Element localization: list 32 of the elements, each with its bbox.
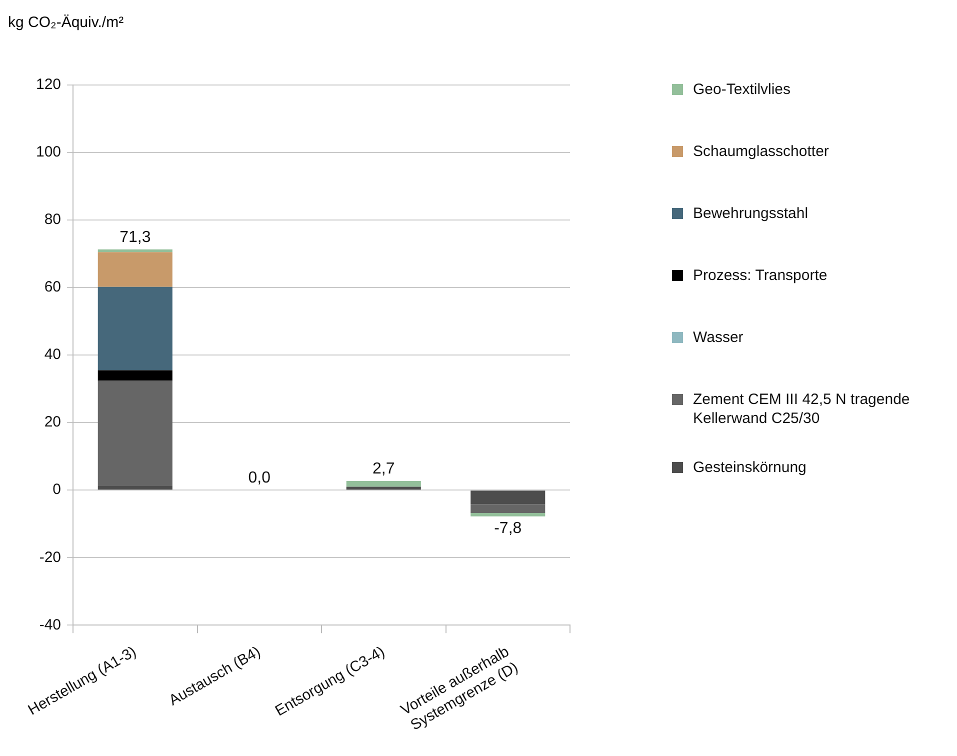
bar (98, 486, 172, 490)
bar (346, 486, 421, 490)
bar (98, 252, 172, 287)
y-tick-label: 0 (52, 481, 62, 498)
legend-label: Schaumglasschotter (693, 142, 829, 161)
y-tick-label: -40 (39, 616, 62, 634)
y-tick-label: 20 (44, 414, 62, 431)
legend-label: Gesteinskörnung (693, 458, 806, 477)
y-tick-label: 40 (44, 346, 62, 364)
bar (470, 490, 546, 504)
y-tick-label: 60 (44, 278, 62, 296)
bar (98, 249, 172, 252)
y-tick-label: 80 (44, 211, 62, 228)
legend-label: Prozess: Transporte (693, 266, 828, 285)
total-label: -7,8 (494, 520, 522, 537)
y-tick-label: 120 (36, 76, 62, 94)
bar (346, 480, 421, 487)
bar (470, 504, 546, 514)
total-label: 2,7 (372, 460, 395, 478)
legend-label: Bewehrungsstahl (693, 204, 808, 223)
bar (98, 286, 172, 370)
legend-label: Geo-Textilvlies (693, 80, 791, 99)
total-label: 0,0 (248, 470, 271, 486)
bar (98, 380, 172, 486)
y-tick-label: 100 (36, 144, 62, 161)
bar (470, 513, 546, 516)
legend-label: Wasser (693, 328, 744, 347)
bar (98, 370, 172, 381)
y-tick-label: -20 (39, 548, 62, 566)
legend-label: Zement CEM III 42,5 N tragende Kellerwand C25/30 (693, 390, 911, 428)
total-label: 71,3 (120, 228, 151, 246)
y-axis-title: kg CO₂-Äquiv./m² (8, 14, 124, 31)
